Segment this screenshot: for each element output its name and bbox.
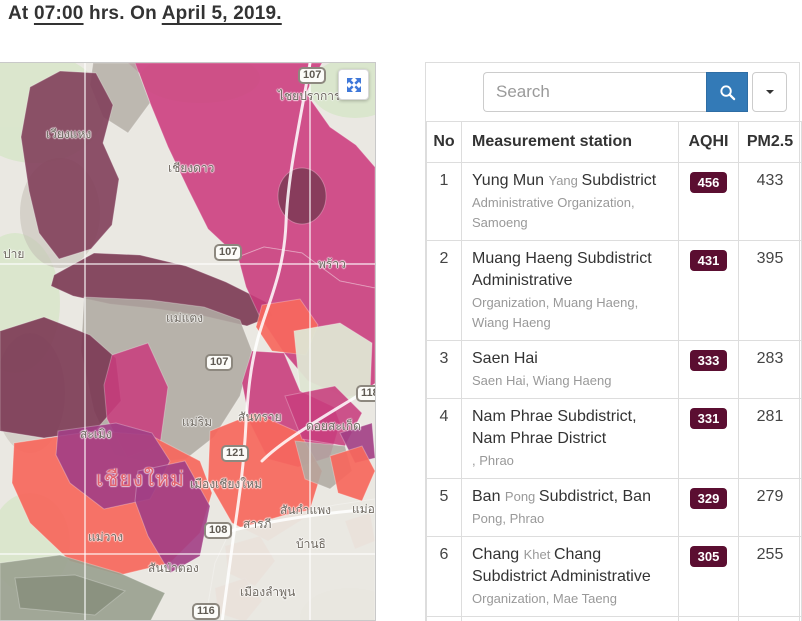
col-header-aqhi: AQHI	[678, 121, 739, 163]
station-name-cell: Saen Hai Saen Hai, Wiang Haeng	[461, 340, 679, 399]
search-dropdown-button[interactable]	[752, 72, 787, 112]
aqhi-cell: 329	[678, 478, 739, 537]
table-row[interactable]: 5 Ban Pong Subdistrict, Ban Pong, Phrao 329…	[426, 478, 802, 537]
row-number: 5	[426, 478, 462, 537]
station-name: Ban Pong Subdistrict, Ban	[472, 488, 651, 505]
aqhi-cell: 333	[678, 340, 739, 399]
station-name-cell: Nam Phrae Subdistrict, Nam Phrae Distric…	[461, 398, 679, 479]
col-header-station: Measurement station	[461, 121, 679, 163]
fullscreen-expand-icon	[345, 76, 363, 94]
stations-table: No Measurement station AQHI PM2.5 1 Yung …	[426, 121, 802, 621]
table-row[interactable]: 6 Chang Khet Chang Subdistrict Administra…	[426, 536, 802, 617]
aqhi-badge: 331	[689, 408, 728, 429]
aqhi-cell: 431	[678, 240, 739, 341]
row-number: 3	[426, 340, 462, 399]
search-icon	[719, 84, 736, 101]
station-name-cell: San Sai Subdistrict San Sai	[461, 616, 679, 621]
station-name: Saen Hai	[472, 350, 538, 367]
station-name: Chang Khet Chang Subdistrict Administrat…	[472, 546, 651, 585]
table-row[interactable]: 2 Muang Haeng Subdistrict Administrative O…	[426, 240, 802, 341]
station-secondary: , Phrao	[472, 453, 514, 468]
aqhi-badge: 305	[689, 546, 728, 567]
pm25-value: 242	[738, 616, 802, 621]
fullscreen-button[interactable]	[338, 69, 369, 100]
time-value: 07:00	[33, 3, 84, 24]
pm25-value: 255	[738, 536, 802, 617]
station-panel: No Measurement station AQHI PM2.5 1Yung …	[425, 62, 802, 621]
aqhi-cell: 331	[678, 398, 739, 479]
station-name-cell: Yung Mun Yang Subdistrict Administrative …	[461, 162, 679, 241]
station-name-cell: Ban Pong Subdistrict, Ban Pong, Phrao	[461, 478, 679, 537]
station-secondary: Pong, Phrao	[472, 511, 545, 526]
table-row[interactable]: 1 Yung Mun Yang Subdistrict Administrative…	[426, 162, 802, 241]
station-name-cell: Chang Khet Chang Subdistrict Administrat…	[461, 536, 679, 617]
aqhi-cell: 292	[678, 616, 739, 621]
aqi-choropleth-map[interactable]: 107 ไชยปราการ เวียงแหง เชียงดาว 107 ปาย พร้าวแ…	[0, 62, 376, 621]
station-name: Yung Mun Yang Subdistrict	[472, 172, 657, 189]
table-row[interactable]: 4 Nam Phrae Subdistrict, Nam Phrae Distri…	[426, 398, 802, 479]
title-prefix: At	[8, 3, 29, 24]
chevron-down-icon	[765, 90, 774, 94]
pm25-value: 395	[738, 240, 802, 341]
aqhi-badge: 329	[689, 488, 728, 509]
row-number: 2	[426, 240, 462, 341]
aqhi-cell: 456	[678, 162, 739, 241]
aqhi-badge: 456	[689, 172, 728, 193]
table-header-row: No Measurement station AQHI PM2.5	[426, 121, 802, 163]
pm25-value: 279	[738, 478, 802, 537]
station-name-cell: Muang Haeng Subdistrict Administrative Or…	[461, 240, 679, 341]
search-button[interactable]	[706, 72, 748, 112]
date-value: April 5, 2019.	[161, 3, 282, 24]
station-secondary: Organization, Mae Taeng	[472, 591, 618, 606]
col-header-pm25: PM2.5	[738, 121, 802, 163]
station-name: Nam Phrae Subdistrict, Nam Phrae Distric…	[472, 408, 637, 447]
pm25-value: 433	[738, 162, 802, 241]
search-bar	[426, 63, 799, 121]
title-mid: hrs. On	[89, 3, 157, 24]
search-input[interactable]	[483, 72, 706, 112]
pm25-value: 281	[738, 398, 802, 479]
row-number: 1	[426, 162, 462, 241]
table-row[interactable]: 3 Saen Hai Saen Hai, Wiang Haeng 333 283	[426, 340, 802, 399]
page-title: At 07:00 hrs. On April 5, 2019.	[8, 3, 282, 25]
table-row[interactable]: 7San Sai Subdistrict San Sai292242	[426, 616, 802, 621]
row-number: 4	[426, 398, 462, 479]
row-number: 6	[426, 536, 462, 617]
map-canvas	[0, 63, 375, 620]
row-number: 7	[426, 616, 462, 621]
station-name: Muang Haeng Subdistrict Administrative	[472, 250, 652, 289]
col-header-no: No	[426, 121, 462, 163]
station-secondary: Saen Hai, Wiang Haeng	[472, 373, 612, 388]
station-secondary: Administrative Organization, Samoeng	[472, 195, 635, 230]
station-secondary: Organization, Muang Haeng, Wiang Haeng	[472, 295, 639, 330]
aqhi-badge: 431	[689, 250, 728, 271]
pm25-value: 283	[738, 340, 802, 399]
aqhi-badge: 333	[689, 350, 728, 371]
aqhi-cell: 305	[678, 536, 739, 617]
